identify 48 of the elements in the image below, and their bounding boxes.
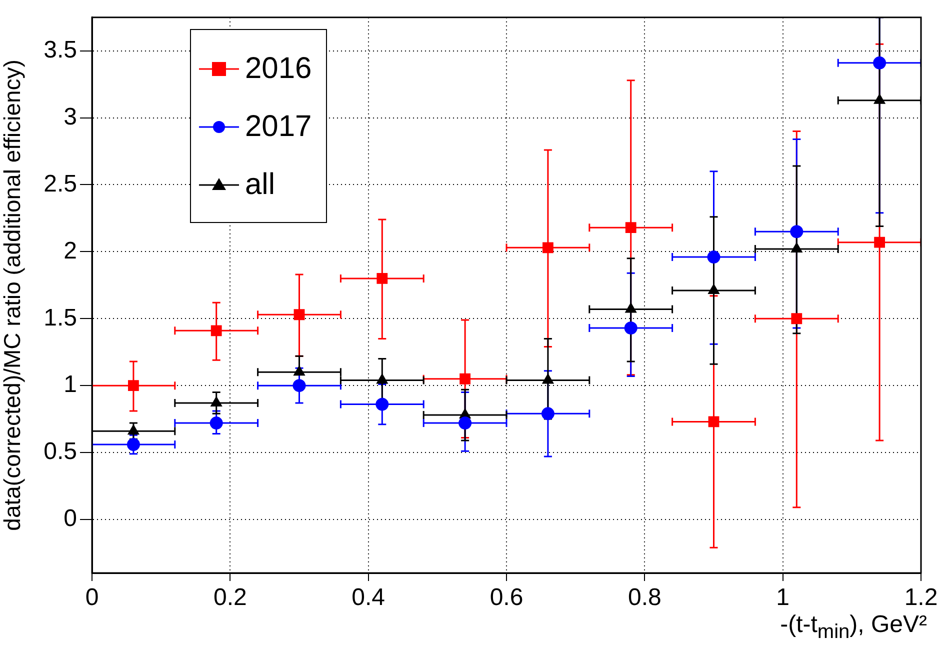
point xyxy=(128,380,139,392)
legend-label: 2016 xyxy=(245,52,312,86)
point xyxy=(210,325,222,336)
legend-label: all xyxy=(245,168,276,202)
point xyxy=(294,309,305,320)
point xyxy=(292,379,306,392)
y-tick-label: 0 xyxy=(64,505,77,532)
point xyxy=(624,322,638,334)
point xyxy=(625,302,637,313)
y-tick-label: 2 xyxy=(64,237,77,264)
point xyxy=(790,242,802,253)
point xyxy=(874,236,885,248)
point xyxy=(294,366,305,376)
point xyxy=(708,284,720,294)
y-tick-label: 0.5 xyxy=(44,438,77,466)
x-tick-label: 1.2 xyxy=(904,584,938,612)
x-tick-label: 0.8 xyxy=(628,584,662,612)
x-axis-title: -(t-t$_{min}$), GeV² xyxy=(780,611,927,644)
legend-label: 2017 xyxy=(245,110,312,144)
point xyxy=(460,373,470,384)
y-tick-label: 3 xyxy=(64,103,77,130)
x-tick-label: 0.2 xyxy=(213,584,247,612)
point xyxy=(210,416,223,430)
point xyxy=(376,374,388,384)
point xyxy=(126,438,140,451)
point xyxy=(791,313,802,324)
point xyxy=(458,416,472,430)
y-axis-title: data(corrected)/MC ratio (additional efficiency) xyxy=(0,60,26,531)
x-tick-label: 0.6 xyxy=(490,584,524,612)
y-tick-label: 3.5 xyxy=(44,36,77,64)
x-tick-label: 1 xyxy=(776,584,790,612)
x-tick-label: 0 xyxy=(85,584,99,612)
y-tick-label: 1 xyxy=(64,371,77,398)
point xyxy=(542,242,554,254)
point xyxy=(873,56,886,70)
y-tick-label: 2.5 xyxy=(44,170,77,198)
point xyxy=(542,374,554,384)
point xyxy=(625,222,636,234)
point xyxy=(708,416,720,428)
point xyxy=(376,398,389,411)
point xyxy=(210,396,222,406)
point xyxy=(541,407,554,420)
point xyxy=(376,273,388,284)
x-tick-label: 0.4 xyxy=(352,584,386,612)
point xyxy=(128,424,140,435)
point xyxy=(790,225,804,238)
point xyxy=(707,250,720,264)
y-tick-label: 1.5 xyxy=(44,304,77,332)
